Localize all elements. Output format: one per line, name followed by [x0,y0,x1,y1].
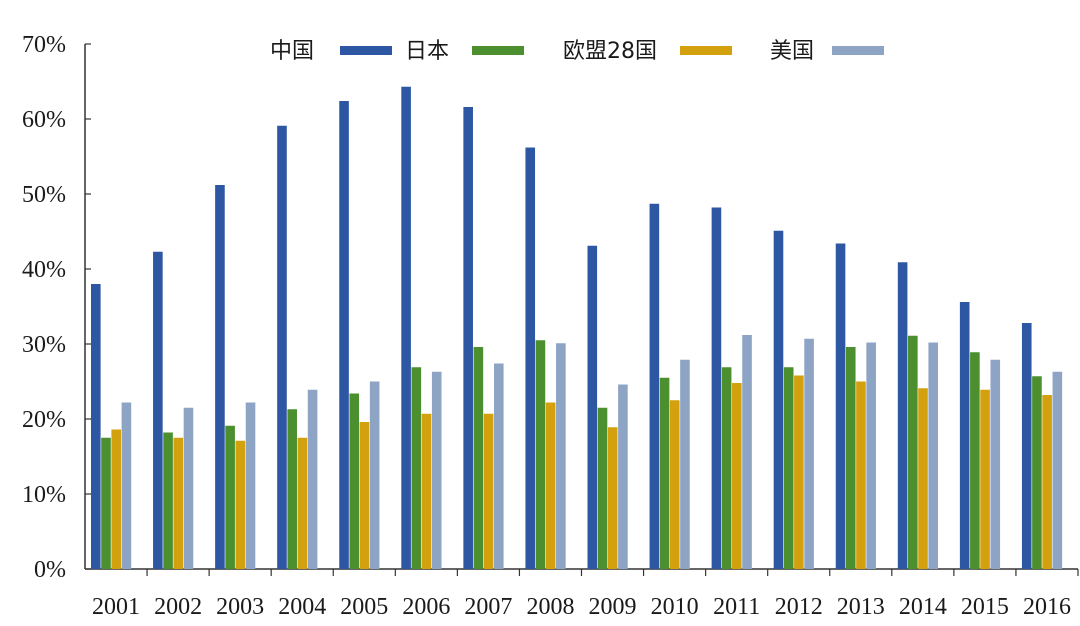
bar-2013-series-3 [866,342,876,569]
bar-2010-series-3 [680,359,690,569]
bar-2015-series-0 [959,302,970,569]
bar-2006-series-0 [401,86,411,569]
x-tick-label: 2002 [154,594,202,620]
bar-2011-series-2 [732,383,742,569]
bar-2008-series-1 [535,340,546,569]
bar-2004-series-1 [287,409,297,569]
bar-2005-series-3 [369,381,380,569]
bar-2015-series-1 [970,352,980,569]
bar-2015-series-2 [980,389,990,569]
x-tick-label: 2001 [92,594,140,620]
bar-2005-series-2 [359,422,370,569]
legend-label-1: 日本 [405,39,449,64]
bar-2011-series-3 [742,335,752,569]
bar-2004-series-3 [307,389,318,569]
bar-2014-series-0 [897,262,908,569]
x-tick-label: 2012 [775,594,823,620]
bar-2011-series-0 [711,207,722,569]
bar-2001-series-2 [111,429,121,569]
bar-2004-series-2 [297,437,308,569]
x-tick-label: 2005 [340,594,388,620]
bar-2011-series-1 [721,367,732,569]
bar-2013-series-2 [856,381,866,569]
x-tick-label: 2015 [961,594,1009,620]
y-tick-label: 60% [22,107,66,133]
x-tick-label: 2008 [526,594,574,620]
y-tick-label: 20% [22,407,66,433]
bar-2008-series-3 [556,343,566,569]
bar-2012-series-2 [794,375,804,569]
legend-swatch-1 [472,46,524,55]
x-tick-label: 2010 [651,594,699,620]
bar-2007-series-1 [473,347,484,569]
bar-2002-series-3 [183,407,194,569]
y-tick-label: 10% [22,482,66,508]
bar-2007-series-2 [483,413,494,569]
x-tick-label: 2016 [1023,594,1071,620]
legend-swatch-2 [680,46,732,55]
bar-2015-series-3 [990,359,1001,569]
bar-2014-series-2 [918,388,928,569]
x-tick-label: 2007 [464,594,512,620]
bar-2006-series-1 [411,367,422,569]
bar-2004-series-0 [277,125,287,569]
x-tick-label: 2006 [402,594,450,620]
x-tick-label: 2014 [899,594,947,620]
bar-2016-series-3 [1052,371,1063,569]
bar-2001-series-3 [121,402,132,569]
bar-2009-series-0 [587,245,598,569]
bar-2010-series-1 [659,377,670,569]
y-tick-label: 0% [34,557,66,583]
x-tick-label: 2004 [278,594,326,620]
bar-2016-series-0 [1021,323,1032,569]
bar-2010-series-2 [669,400,680,569]
bar-2007-series-0 [463,107,473,569]
bar-2016-series-2 [1042,395,1052,569]
bar-2006-series-3 [431,371,442,569]
bar-2014-series-1 [908,335,918,569]
y-tick-label: 40% [22,257,66,283]
x-tick-label: 2003 [216,594,264,620]
bar-2013-series-0 [835,243,846,569]
bar-2009-series-3 [618,384,628,569]
bar-2003-series-2 [235,440,246,569]
legend-swatch-0 [340,46,392,55]
bar-2002-series-0 [153,251,163,569]
bar-2012-series-1 [783,367,794,569]
x-tick-label: 2013 [837,594,885,620]
legend-swatch-3 [832,46,884,55]
bar-2012-series-3 [804,338,814,569]
y-tick-label: 70% [22,32,66,58]
bar-2010-series-0 [649,203,660,569]
bar-2001-series-1 [101,437,111,569]
bar-2016-series-1 [1032,376,1042,569]
bar-2009-series-1 [597,407,608,569]
bar-2003-series-3 [245,402,256,569]
legend-label-2: 欧盟28国 [563,39,657,64]
bar-2014-series-3 [928,342,939,569]
bar-2008-series-0 [525,147,536,569]
x-tick-label: 2009 [589,594,637,620]
bar-2001-series-0 [91,284,101,569]
bar-2012-series-0 [773,230,784,569]
legend-label-3: 美国 [770,39,814,64]
legend-label-0: 中国 [270,39,314,64]
bar-2005-series-0 [339,101,349,569]
bar-2006-series-2 [421,413,432,569]
bar-2002-series-2 [173,437,184,569]
bar-2008-series-2 [545,402,556,569]
bar-2007-series-3 [493,363,504,569]
y-tick-label: 50% [22,182,66,208]
bar-2005-series-1 [349,393,360,569]
bar-2002-series-1 [163,432,173,569]
x-tick-label: 2011 [713,594,760,620]
y-tick-label: 30% [22,332,66,358]
bar-2013-series-1 [845,347,856,569]
bar-2003-series-1 [225,425,235,569]
bar-2003-series-0 [215,185,225,569]
bar-2009-series-2 [607,427,618,569]
